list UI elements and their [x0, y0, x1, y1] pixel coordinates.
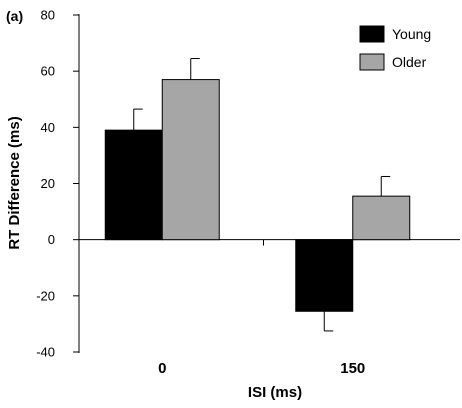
error-bars — [133, 58, 391, 332]
y-tick-label: -40 — [36, 345, 55, 360]
legend-label-young: Young — [392, 26, 431, 42]
x-axis-title: ISI (ms) — [248, 384, 302, 401]
y-axis-title: RT Difference (ms) — [6, 116, 23, 249]
y-tick-label: -20 — [36, 288, 55, 303]
legend: Young Older — [359, 25, 431, 71]
y-tick-label: 20 — [41, 176, 55, 191]
bar-older-150 — [352, 195, 411, 241]
x-axis: 0 150 — [79, 239, 460, 377]
y-tick-label: 80 — [41, 8, 55, 23]
panel-label: (a) — [6, 8, 23, 24]
y-tick-label: 60 — [41, 64, 55, 79]
legend-swatch-young — [359, 25, 385, 43]
y-axis: 80 60 40 20 0 -20 -40 — [36, 8, 80, 360]
y-tick-label: 40 — [41, 120, 55, 135]
x-category-label: 150 — [340, 360, 365, 377]
legend-label-older: Older — [392, 54, 427, 70]
y-tick-label: 0 — [48, 232, 55, 247]
legend-swatch-older — [359, 53, 385, 71]
bars — [104, 79, 411, 312]
bar-young-0 — [104, 129, 163, 241]
bar-older-0 — [161, 79, 220, 241]
bar-young-150 — [295, 239, 354, 312]
x-category-label: 0 — [158, 360, 166, 377]
